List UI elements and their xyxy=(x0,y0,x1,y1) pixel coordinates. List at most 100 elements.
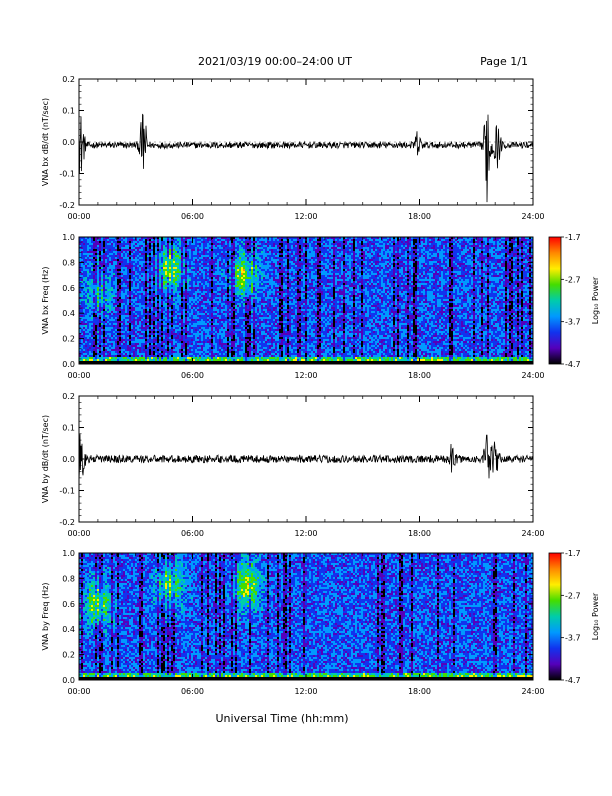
spectrogram-cell xyxy=(303,313,305,315)
spectrogram-cell xyxy=(179,343,181,345)
spectrogram-cell xyxy=(285,255,287,257)
spectrogram-cell xyxy=(203,255,205,257)
spectrogram-cell xyxy=(177,353,179,355)
spectrogram-cell xyxy=(269,269,271,271)
spectrogram-cell xyxy=(143,317,145,319)
spectrogram-cell xyxy=(131,357,133,359)
spectrogram-cell xyxy=(245,269,247,271)
spectrogram-cell xyxy=(189,253,191,255)
spectrogram-cell xyxy=(249,341,251,343)
spectrogram-cell xyxy=(209,335,211,337)
spectrogram-cell xyxy=(231,317,233,319)
spectrogram-cell xyxy=(145,355,147,357)
spectrogram-cell xyxy=(135,343,137,345)
spectrogram-cell xyxy=(217,329,219,331)
spectrogram-cell xyxy=(307,313,309,315)
spectrogram-cell xyxy=(169,265,171,267)
spectrogram-cell xyxy=(289,277,291,279)
spectrogram-cell xyxy=(217,271,219,273)
spectrogram-cell xyxy=(205,289,207,291)
spectrogram-cell xyxy=(305,279,307,281)
spectrogram-cell xyxy=(141,261,143,263)
spectrogram-cell xyxy=(137,329,139,331)
spectrogram-cell xyxy=(267,275,269,277)
spectrogram-cell xyxy=(297,331,299,333)
spectrogram-cell xyxy=(173,265,175,267)
spectrogram-cell xyxy=(141,245,143,247)
spectrogram-cell xyxy=(183,265,185,267)
spectrogram-cell xyxy=(207,341,209,343)
spectrogram-cell xyxy=(113,299,115,301)
spectrogram-cell xyxy=(183,343,185,345)
spectrogram-cells xyxy=(79,237,533,364)
spectrogram-cell xyxy=(135,241,137,243)
spectrogram-cell xyxy=(151,307,153,309)
spectrogram-cell xyxy=(227,323,229,325)
spectrogram-cell xyxy=(85,259,87,261)
spectrogram-cell xyxy=(161,251,163,253)
spectrogram-cell xyxy=(221,289,223,291)
spectrogram-cell xyxy=(255,297,257,299)
spectrogram-cell xyxy=(197,307,199,309)
spectrogram-cell xyxy=(183,255,185,257)
spectrogram-cell xyxy=(205,279,207,281)
spectrogram-cell xyxy=(117,349,119,351)
spectrogram-cell xyxy=(285,247,287,249)
spectrogram-cell xyxy=(99,271,101,273)
spectrogram-cell xyxy=(275,351,277,353)
spectrogram-cell xyxy=(287,263,289,265)
spectrogram-cell xyxy=(213,325,215,327)
spectrogram-cell xyxy=(145,337,147,339)
spectrogram-cell xyxy=(247,285,249,287)
spectrogram-cell xyxy=(257,279,259,281)
spectrogram-cell xyxy=(303,269,305,271)
spectrogram-cell xyxy=(95,249,97,251)
spectrogram-cell xyxy=(131,335,133,337)
spectrogram-cell xyxy=(163,327,165,329)
spectrogram-cell xyxy=(171,319,173,321)
spectrogram-cell xyxy=(271,283,273,285)
spectrogram-cell xyxy=(163,283,165,285)
spectrogram-cell xyxy=(215,283,217,285)
spectrogram-cell xyxy=(231,321,233,323)
spectrogram-cell xyxy=(183,333,185,335)
spectrogram-cell xyxy=(275,325,277,327)
spectrogram-cell xyxy=(163,257,165,259)
spectrogram-cell xyxy=(117,319,119,321)
spectrogram-cell xyxy=(163,265,165,267)
spectrogram-cell xyxy=(295,359,297,361)
spectrogram-cell xyxy=(245,325,247,327)
spectrogram-cell xyxy=(83,341,85,343)
spectrogram-cell xyxy=(215,255,217,257)
spectrogram-cell xyxy=(289,275,291,277)
spectrogram-cell xyxy=(239,245,241,247)
spectrogram-cell xyxy=(109,319,111,321)
spectrogram-cell xyxy=(139,263,141,265)
spectrogram-cell xyxy=(99,357,101,359)
spectrogram-cell xyxy=(85,335,87,337)
spectrogram-cell xyxy=(263,293,265,295)
spectrogram-cell xyxy=(121,279,123,281)
spectrogram-cell xyxy=(133,257,135,259)
spectrogram-cell xyxy=(207,277,209,279)
spectrogram-cell xyxy=(121,307,123,309)
spectrogram-cell xyxy=(177,259,179,261)
spectrogram-cell xyxy=(221,293,223,295)
spectrogram-cell xyxy=(239,259,241,261)
spectrogram-cell xyxy=(307,263,309,265)
spectrogram-cell xyxy=(225,283,227,285)
spectrogram-cell xyxy=(245,243,247,245)
spectrogram-cell xyxy=(289,269,291,271)
spectrogram-cell xyxy=(223,311,225,313)
spectrogram-cell xyxy=(177,315,179,317)
spectrogram-cell xyxy=(99,243,101,245)
spectrogram-cell xyxy=(161,327,163,329)
spectrogram-cell xyxy=(275,307,277,309)
spectrogram-cell xyxy=(165,277,167,279)
spectrogram-cell xyxy=(287,353,289,355)
spectrogram-cell xyxy=(303,293,305,295)
spectrogram-cell xyxy=(271,263,273,265)
spectrogram-cell xyxy=(93,257,95,259)
spectrogram-cell xyxy=(119,357,121,359)
spectrogram-cell xyxy=(99,277,101,279)
